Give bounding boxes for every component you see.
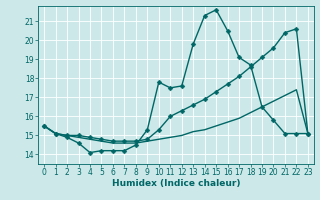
X-axis label: Humidex (Indice chaleur): Humidex (Indice chaleur) bbox=[112, 179, 240, 188]
